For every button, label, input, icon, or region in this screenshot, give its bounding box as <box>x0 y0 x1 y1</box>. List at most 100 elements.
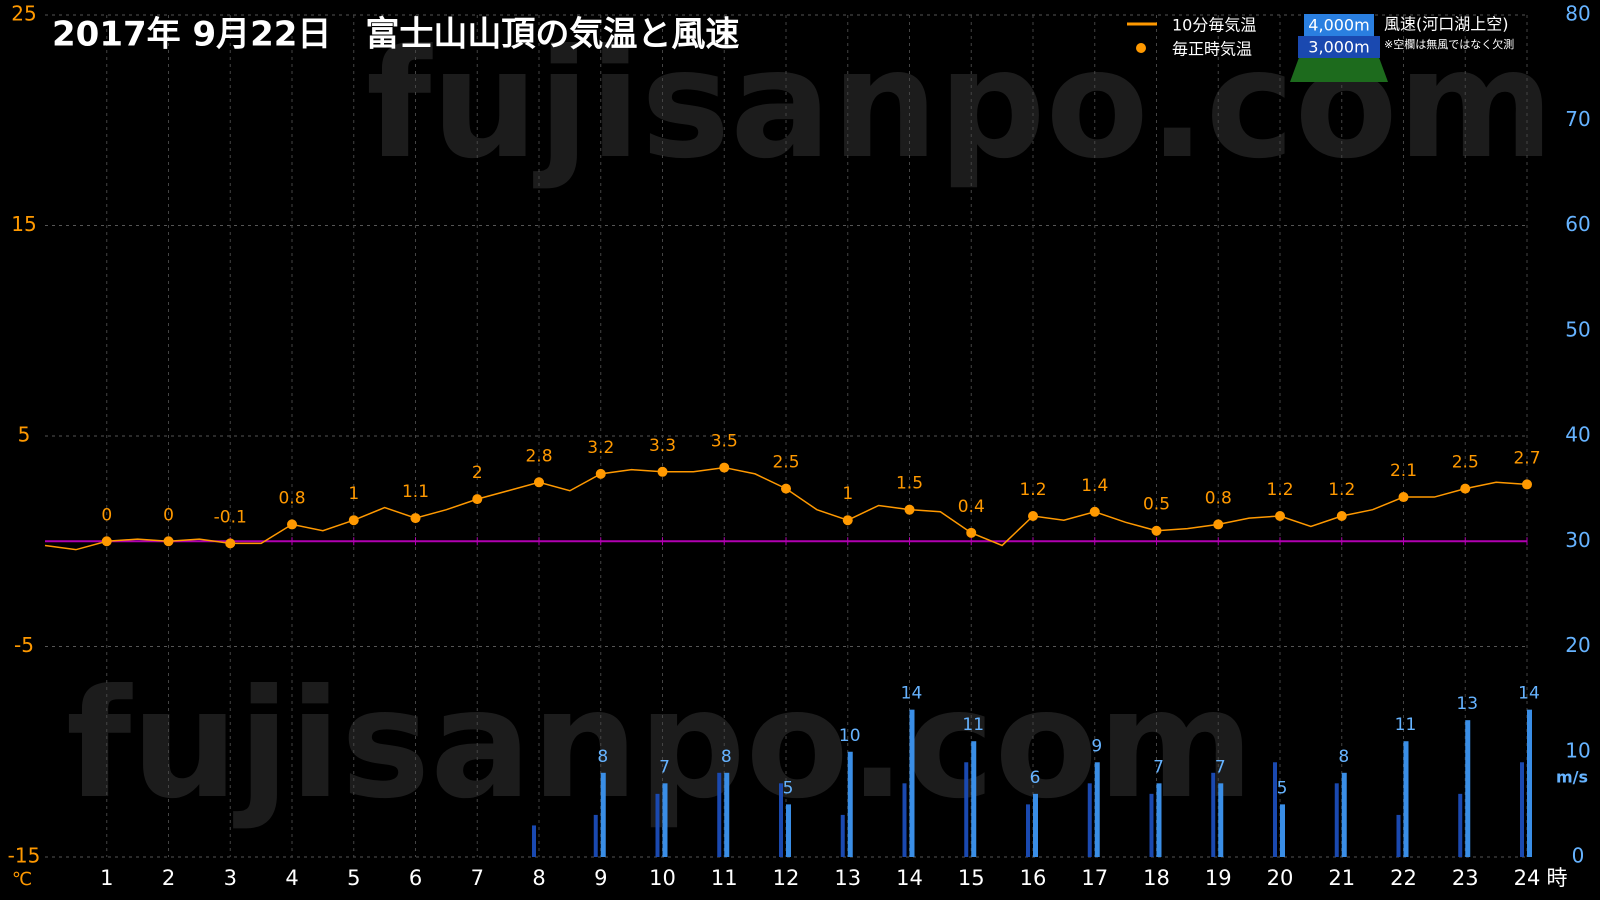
hourly-point <box>1028 510 1038 521</box>
hourly-point <box>966 527 977 538</box>
hourly-point <box>1089 506 1100 517</box>
y2-tick-label: 30 <box>1565 528 1590 552</box>
hourly-label: 2 <box>472 463 483 483</box>
hourly-label: 2.7 <box>1513 448 1540 468</box>
wind-bar <box>593 814 598 857</box>
hourly-label: 3.2 <box>587 438 614 458</box>
wind-label: 7 <box>1215 757 1226 777</box>
hourly-point <box>1275 510 1285 521</box>
hourly-point <box>1460 483 1471 494</box>
wind-bar <box>724 772 730 857</box>
wind-bar <box>1026 804 1030 857</box>
hourly-label: 1.2 <box>1328 480 1355 500</box>
y-tick-label: 25 <box>11 2 36 26</box>
y-tick-label: -15 <box>8 844 41 868</box>
x-tick-label: 16 <box>1020 866 1047 890</box>
hourly-label: 1.2 <box>1019 480 1046 500</box>
hourly-point <box>595 468 606 479</box>
hourly-point <box>904 504 915 515</box>
wind-bar <box>1033 793 1038 857</box>
hourly-label: 1.4 <box>1081 476 1108 496</box>
hourly-label: 3.3 <box>649 436 676 456</box>
hourly-label: 0.4 <box>958 497 985 517</box>
hourly-label: 1 <box>348 484 359 504</box>
y-unit: ℃ <box>12 869 32 890</box>
legend-dot-swatch <box>1136 43 1146 53</box>
hourly-label: 1.1 <box>402 482 429 502</box>
legend-3000-box <box>1298 36 1380 58</box>
wind-bar <box>1273 762 1277 857</box>
x-tick-label: 20 <box>1267 866 1294 890</box>
hourly-label: 2.5 <box>1452 453 1479 473</box>
wind-label: 8 <box>721 747 732 767</box>
hourly-point <box>287 519 297 530</box>
hourly-point <box>719 462 730 473</box>
x-tick-label: 1 <box>100 866 113 890</box>
hourly-label: 0 <box>163 505 174 525</box>
watermark: fujisanpo.com <box>66 658 1254 832</box>
legend-label: 10分毎気温 <box>1172 16 1256 35</box>
hourly-label: 0.8 <box>278 488 305 508</box>
x-tick-label: 11 <box>711 866 738 890</box>
x-tick-label: 5 <box>347 866 360 890</box>
wind-bar <box>909 709 915 857</box>
x-tick-label: 2 <box>162 866 175 890</box>
x-tick-label: 18 <box>1143 866 1170 890</box>
wind-label: 8 <box>1338 747 1349 767</box>
wind-label: 5 <box>1277 778 1288 798</box>
hourly-label: 1.5 <box>896 474 923 494</box>
wind-label: 11 <box>962 715 984 735</box>
wind-bar <box>655 793 660 857</box>
wind-bar <box>1156 783 1162 857</box>
hourly-label: 1.2 <box>1266 480 1293 500</box>
wind-bar <box>840 814 845 857</box>
y2-tick-label: 60 <box>1565 212 1590 236</box>
wind-bar <box>1334 783 1339 857</box>
wind-note: ※空欄は無風ではなく欠測 <box>1384 37 1514 51</box>
y-tick-label: 15 <box>11 212 36 236</box>
wind-label: 11 <box>1395 715 1417 735</box>
wind-bar <box>1527 709 1532 857</box>
wind-label: 9 <box>1091 736 1102 756</box>
hourly-label: 0 <box>101 505 112 525</box>
wind-label: 10 <box>839 726 861 746</box>
hourly-point <box>1213 519 1224 530</box>
wind-bar <box>1149 793 1154 857</box>
wind-label: 6 <box>1030 768 1041 788</box>
hourly-label: 2.5 <box>772 453 799 473</box>
x-tick-label: 3 <box>224 866 237 890</box>
x-unit: 時 <box>1547 866 1568 890</box>
hourly-point <box>534 477 544 488</box>
hourly-point <box>1398 492 1409 503</box>
y-tick-label: -5 <box>14 633 34 657</box>
wind-title: 風速(河口湖上空) <box>1384 15 1509 34</box>
chart-title: 2017年 9月22日 富士山山頂の気温と風速 <box>52 15 739 55</box>
x-tick-label: 24 <box>1514 866 1541 890</box>
x-tick-label: 15 <box>958 866 985 890</box>
hourly-point <box>781 483 791 494</box>
x-tick-label: 9 <box>594 866 607 890</box>
hourly-point <box>1336 510 1347 521</box>
wind-bar <box>1280 804 1285 857</box>
hourly-label: 1 <box>842 484 853 504</box>
x-tick-label: 23 <box>1452 866 1479 890</box>
wind-bar <box>1094 762 1100 857</box>
wind-label: 7 <box>659 757 670 777</box>
x-tick-label: 21 <box>1328 866 1355 890</box>
wind-label: 13 <box>1456 694 1478 714</box>
hourly-point <box>842 515 853 526</box>
hourly-point <box>410 513 421 524</box>
y2-tick-label: 80 <box>1565 2 1590 26</box>
legend-4000-box <box>1304 14 1374 36</box>
wind-bar <box>779 783 783 857</box>
wind-bar <box>1087 783 1092 857</box>
wind-bar <box>1218 783 1224 857</box>
hourly-point <box>1522 479 1532 490</box>
x-tick-label: 22 <box>1390 866 1417 890</box>
hourly-label: 0.5 <box>1143 495 1170 515</box>
hourly-point <box>348 515 359 526</box>
x-tick-label: 7 <box>471 866 484 890</box>
wind-bar <box>964 762 969 857</box>
